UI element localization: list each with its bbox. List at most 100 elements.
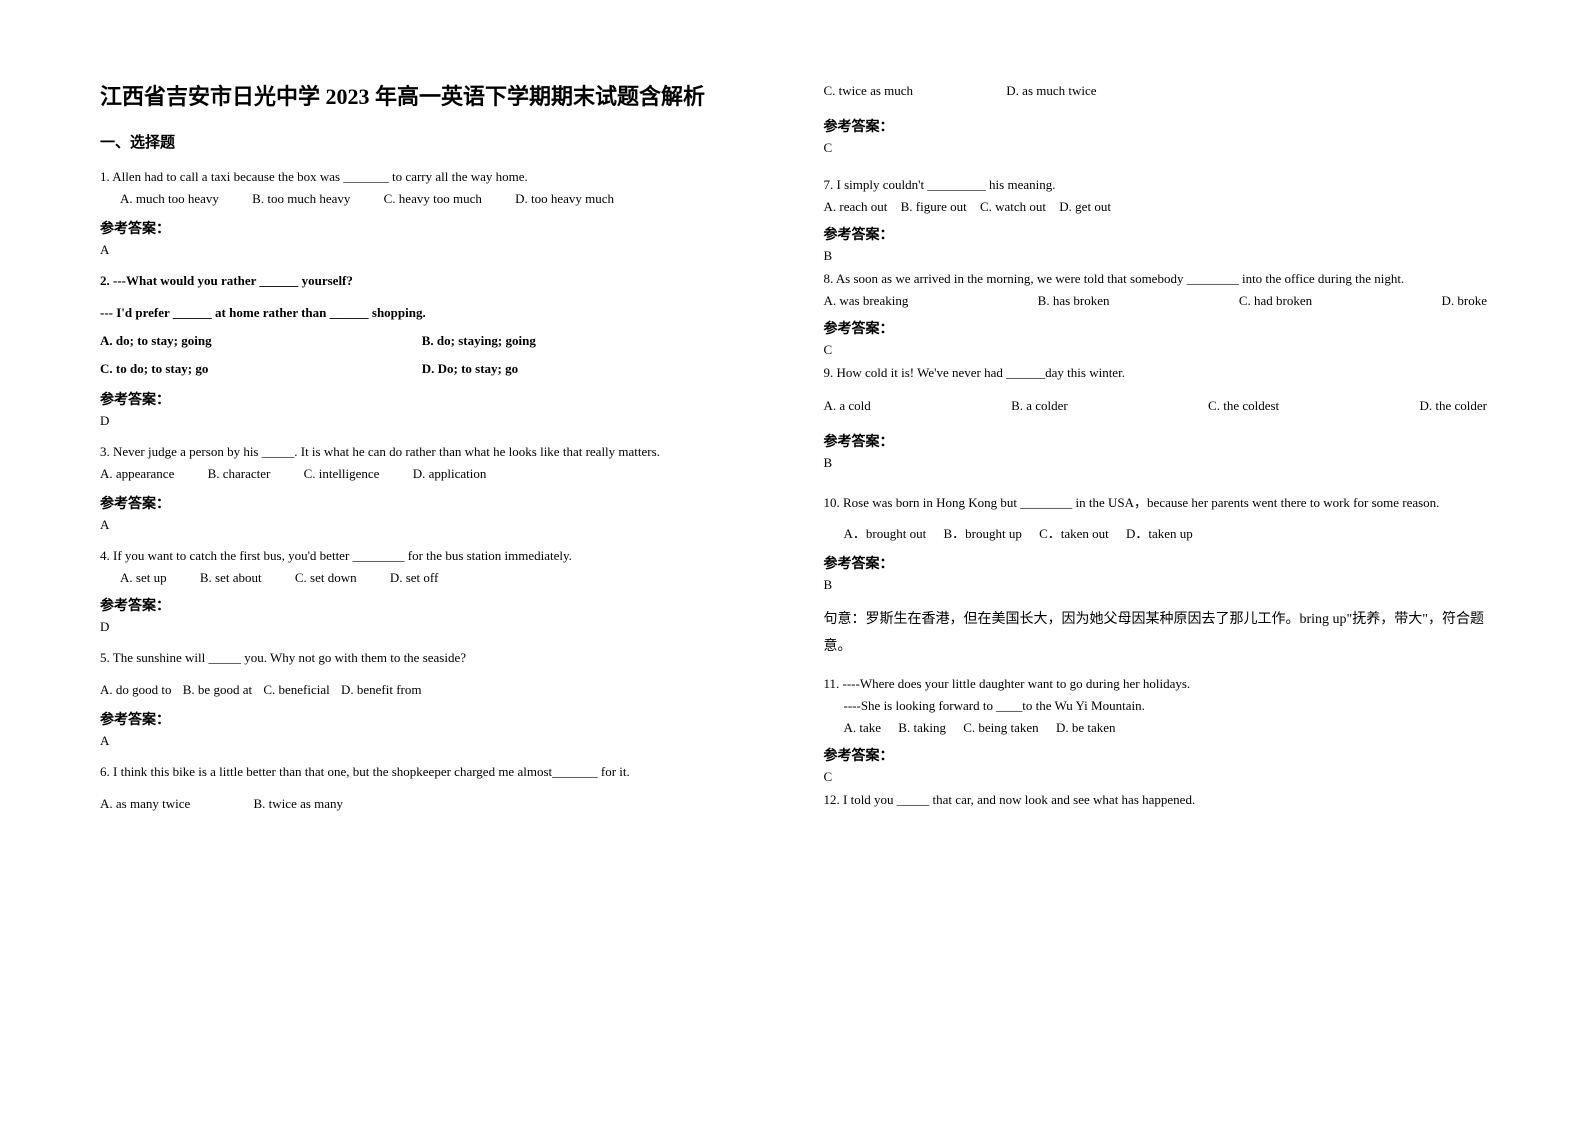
q9-answer-label: 参考答案： [824,431,1488,451]
q10-answer: B [824,577,1488,593]
q3-answer: A [100,517,764,533]
q5-answer-label: 参考答案： [100,709,764,729]
left-column: 江西省吉安市日光中学 2023 年高一英语下学期期末试题含解析 一、选择题 1.… [100,80,764,823]
q11-opt-c: C. being taken [963,720,1038,735]
q1-opt-b: B. too much heavy [252,191,350,206]
q11-opt-a: A. take [844,720,882,735]
q10-opt-a: A．brought out [844,526,927,541]
q2-line2: --- I'd prefer ______ at home rather tha… [100,302,764,324]
question-4: 4. If you want to catch the first bus, y… [100,545,764,589]
right-column: C. twice as much D. as much twice 参考答案： … [824,80,1488,823]
q2-answer: D [100,413,764,429]
q6-answer: C [824,140,1488,156]
q10-opt-b: B．brought up [943,526,1021,541]
q11-line1: 11. ----Where does your little daughter … [824,673,1488,695]
q3-opt-a: A. appearance [100,466,174,481]
q4-answer-label: 参考答案： [100,595,764,615]
q10-options: A．brought out B．brought up C．taken out D… [824,523,1488,545]
q4-opt-c: C. set down [295,570,357,585]
q6-opt-c: C. twice as much [824,83,914,98]
q6-text: 6. I think this bike is a little better … [100,761,764,783]
q3-opt-c: C. intelligence [304,466,380,481]
q6-opt-d: D. as much twice [1006,83,1096,98]
q12-text: 12. I told you _____ that car, and now l… [824,789,1488,811]
q8-answer: C [824,342,1488,358]
q9-opt-d: D. the colder [1419,395,1487,417]
q8-options: A. was breaking B. has broken C. had bro… [824,290,1488,312]
q9-opt-a: A. a cold [824,395,871,417]
q4-opt-b: B. set about [200,570,262,585]
q11-opt-d: D. be taken [1056,720,1116,735]
q9-options: A. a cold B. a colder C. the coldest D. … [824,395,1488,417]
q3-answer-label: 参考答案： [100,493,764,513]
q7-opt-a: A. reach out [824,199,888,214]
q8-text: 8. As soon as we arrived in the morning,… [824,268,1488,290]
q8-opt-c: C. had broken [1239,290,1312,312]
q1-opt-a: A. much too heavy [120,191,219,206]
question-11: 11. ----Where does your little daughter … [824,673,1488,739]
q6-options-ab: A. as many twice B. twice as many [100,793,764,815]
q11-line2: ----She is looking forward to ____to the… [824,695,1488,717]
question-9: 9. How cold it is! We've never had _____… [824,362,1488,416]
q4-text: 4. If you want to catch the first bus, y… [100,545,764,567]
question-7: 7. I simply couldn't _________ his meani… [824,174,1488,218]
q1-opt-d: D. too heavy much [515,191,614,206]
q11-options: A. take B. taking C. being taken D. be t… [824,717,1488,739]
q9-opt-c: C. the coldest [1208,395,1279,417]
q2-opt-a: A. do; to stay; going [100,330,418,352]
q8-opt-b: B. has broken [1038,290,1110,312]
q7-opt-d: D. get out [1059,199,1111,214]
q5-opt-a: A. do good to [100,682,172,697]
q8-opt-d: D. broke [1441,290,1487,312]
q2-opt-b: B. do; staying; going [422,330,740,352]
q6-answer-label: 参考答案： [824,116,1488,136]
q6-opt-a: A. as many twice [100,796,190,811]
q10-text: 10. Rose was born in Hong Kong but _____… [824,489,1488,518]
q2-opt-d: D. Do; to stay; go [422,358,740,380]
q10-opt-c: C．taken out [1039,526,1109,541]
page-container: 江西省吉安市日光中学 2023 年高一英语下学期期末试题含解析 一、选择题 1.… [0,0,1587,863]
q1-answer-label: 参考答案： [100,218,764,238]
q2-opt-c: C. to do; to stay; go [100,358,418,380]
question-6: 6. I think this bike is a little better … [100,761,764,815]
q10-answer-label: 参考答案： [824,553,1488,573]
q3-text: 3. Never judge a person by his _____. It… [100,441,764,463]
q9-opt-b: B. a colder [1011,395,1068,417]
q7-answer-label: 参考答案： [824,224,1488,244]
q11-opt-b: B. taking [898,720,946,735]
q3-options: A. appearance B. character C. intelligen… [100,463,764,485]
q5-opt-d: D. benefit from [341,682,422,697]
q1-text: 1. Allen had to call a taxi because the … [100,166,764,188]
q2-line1: 2. ---What would you rather ______ yours… [100,270,764,292]
q10-opt-d: D．taken up [1126,526,1193,541]
q11-answer: C [824,769,1488,785]
q1-options: A. much too heavy B. too much heavy C. h… [100,188,764,210]
q8-opt-a: A. was breaking [824,290,909,312]
question-5: 5. The sunshine will _____ you. Why not … [100,647,764,701]
q7-opt-b: B. figure out [901,199,967,214]
q3-opt-b: B. character [208,466,271,481]
q7-answer: B [824,248,1488,264]
document-title: 江西省吉安市日光中学 2023 年高一英语下学期期末试题含解析 [100,80,764,113]
question-12: 12. I told you _____ that car, and now l… [824,789,1488,811]
q1-answer: A [100,242,764,258]
question-3: 3. Never judge a person by his _____. It… [100,441,764,485]
q6-options-cd: C. twice as much D. as much twice [824,80,1488,102]
q5-opt-b: B. be good at [183,682,252,697]
q9-answer: B [824,455,1488,471]
q5-answer: A [100,733,764,749]
q4-options: A. set up B. set about C. set down D. se… [100,567,764,589]
q5-text: 5. The sunshine will _____ you. Why not … [100,647,764,669]
q5-options: A. do good to B. be good at C. beneficia… [100,679,764,701]
q7-opt-c: C. watch out [980,199,1046,214]
q4-opt-d: D. set off [390,570,439,585]
q4-opt-a: A. set up [120,570,167,585]
q2-options: A. do; to stay; going B. do; staying; go… [100,330,764,380]
question-8: 8. As soon as we arrived in the morning,… [824,268,1488,312]
q11-answer-label: 参考答案： [824,745,1488,765]
q5-opt-c: C. beneficial [263,682,329,697]
question-2: 2. ---What would you rather ______ yours… [100,270,764,380]
q8-answer-label: 参考答案： [824,318,1488,338]
q2-answer-label: 参考答案： [100,389,764,409]
q3-opt-d: D. application [413,466,487,481]
